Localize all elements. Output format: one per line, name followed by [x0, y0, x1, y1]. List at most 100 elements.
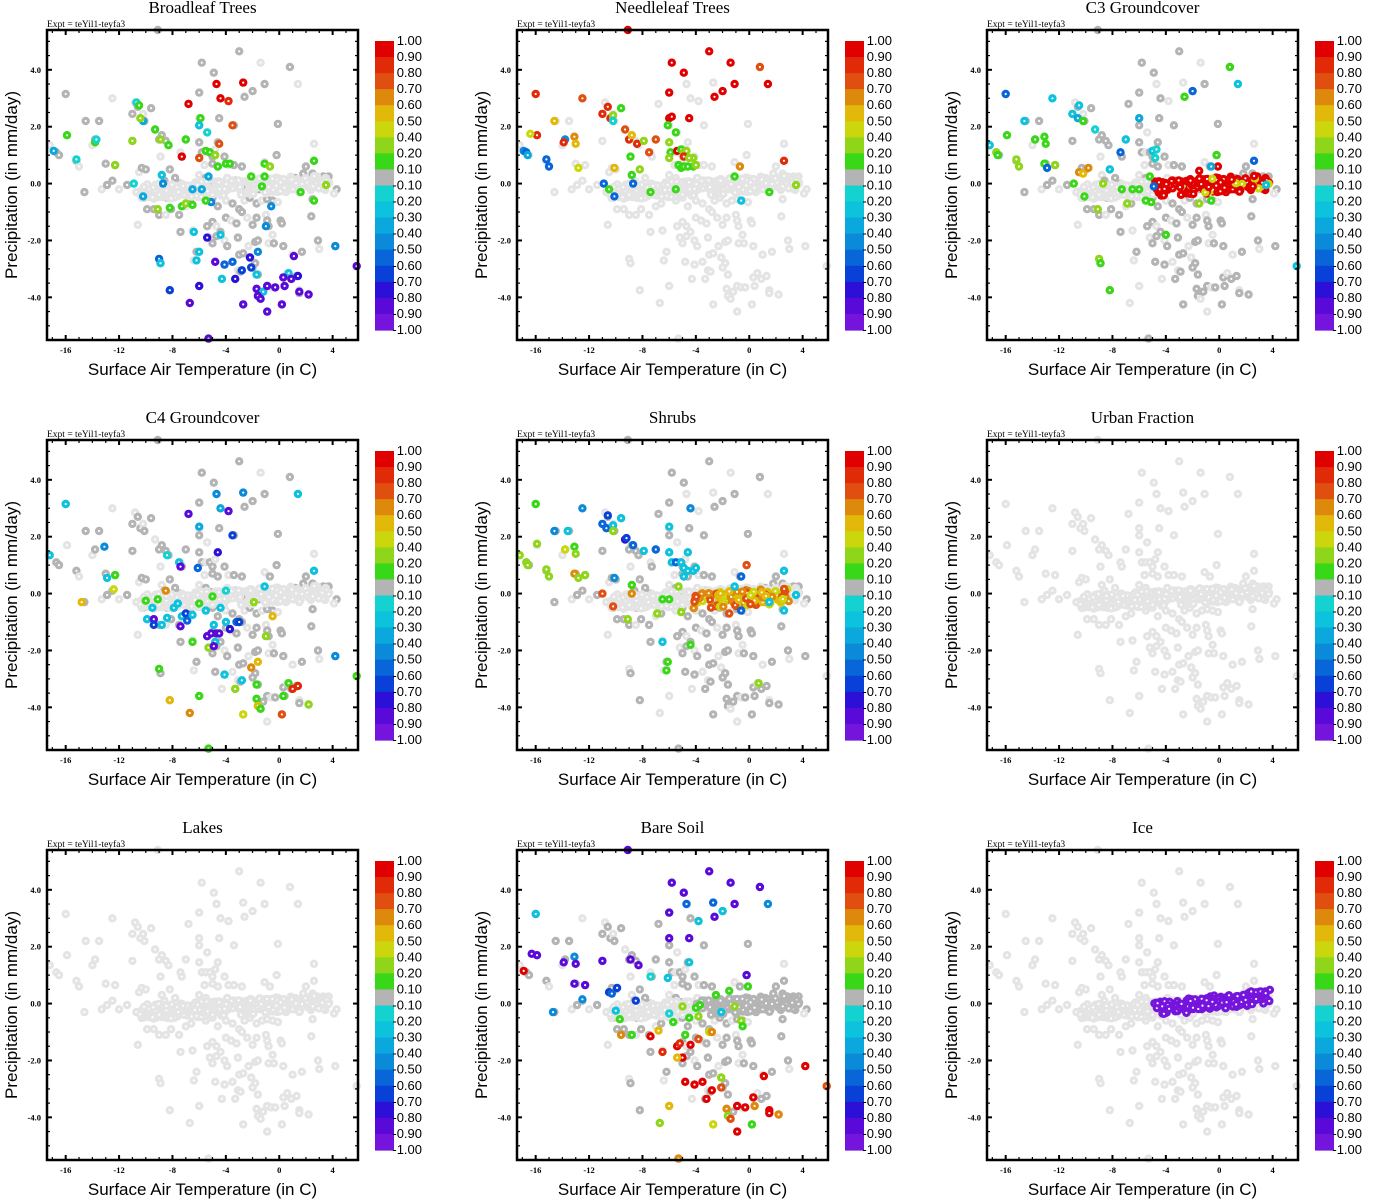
point-center — [786, 239, 790, 242]
colorbar-label: -1.00 — [392, 322, 422, 337]
point-center — [267, 652, 270, 655]
point-center — [629, 262, 632, 265]
point-center — [1098, 138, 1101, 141]
point-center — [1098, 193, 1101, 196]
point-center — [1094, 128, 1097, 131]
point-center — [1183, 95, 1186, 98]
x-tick-label: -8 — [169, 345, 176, 355]
point-center — [240, 269, 243, 272]
point-center — [240, 575, 243, 578]
point-center — [1171, 202, 1174, 205]
point-center — [196, 183, 199, 186]
point-center — [650, 155, 653, 158]
point-center — [670, 115, 673, 118]
point-center — [224, 216, 227, 219]
point-center — [204, 199, 207, 202]
point-center — [206, 541, 209, 544]
colorbar-segment — [845, 297, 864, 315]
point-center — [98, 119, 101, 123]
point-center — [208, 151, 211, 154]
point-center — [663, 188, 667, 192]
point-center — [100, 598, 103, 601]
colorbar-segment — [1315, 185, 1334, 203]
point-center — [260, 609, 263, 612]
point-center — [283, 186, 286, 189]
point-center — [159, 155, 162, 158]
point-center — [686, 165, 689, 168]
y-axis-label: Precipitation (in mm/day) — [472, 91, 491, 279]
point-center — [1138, 173, 1141, 177]
colorbar-label: 0.80 — [1337, 65, 1362, 80]
point-center — [668, 91, 671, 94]
point-center — [1098, 213, 1101, 216]
point-center — [1156, 205, 1159, 208]
point-center — [227, 574, 230, 577]
point-center — [621, 196, 624, 199]
x-tick-label: -12 — [1053, 345, 1064, 355]
point-center — [729, 61, 732, 64]
x-tick-label: -12 — [583, 345, 594, 355]
point-center — [160, 544, 163, 547]
point-center — [616, 208, 619, 211]
point-center — [1100, 134, 1103, 137]
point-center — [302, 582, 305, 585]
point-center — [316, 239, 320, 242]
point-center — [717, 245, 720, 248]
point-center — [1250, 215, 1253, 218]
point-center — [208, 561, 211, 564]
point-center — [1219, 181, 1222, 184]
x-tick-label: 4 — [801, 345, 806, 355]
point-center — [200, 188, 203, 191]
point-center — [1191, 223, 1194, 226]
point-center — [606, 105, 609, 108]
point-center — [700, 219, 703, 222]
point-center — [272, 242, 275, 245]
point-center — [159, 262, 162, 265]
point-center — [601, 112, 604, 115]
point-center — [782, 159, 786, 162]
point-center — [1222, 245, 1225, 248]
point-center — [577, 166, 580, 169]
point-center — [214, 148, 217, 151]
colorbar-label: -0.30 — [862, 210, 892, 225]
point-center — [604, 101, 607, 104]
point-center — [1138, 124, 1141, 127]
point-center — [1023, 119, 1026, 123]
point-center — [298, 290, 301, 293]
colorbar-label: -0.90 — [862, 306, 892, 321]
point-center — [268, 165, 271, 168]
point-center — [704, 277, 707, 280]
point-center — [1234, 182, 1238, 185]
point-center — [697, 100, 700, 103]
point-center — [236, 646, 239, 649]
point-center — [300, 592, 304, 596]
point-center — [142, 185, 146, 188]
point-center — [770, 250, 774, 253]
point-center — [681, 242, 684, 245]
point-center — [1215, 154, 1218, 157]
point-center — [1190, 256, 1193, 259]
point-center — [725, 216, 728, 219]
point-center — [622, 186, 625, 189]
colorbar-segment — [1315, 89, 1334, 106]
point-center — [774, 165, 778, 168]
colorbar-segment — [845, 169, 864, 187]
point-center — [195, 660, 198, 663]
colorbar-label: 0.40 — [1337, 129, 1362, 144]
point-center — [640, 183, 643, 186]
point-center — [259, 471, 262, 474]
point-center — [783, 174, 786, 178]
point-center — [247, 245, 250, 248]
point-center — [1258, 247, 1261, 251]
point-center — [1187, 245, 1190, 248]
point-center — [258, 587, 261, 590]
point-center — [654, 205, 657, 208]
point-center — [217, 181, 221, 184]
panel-title: Needleleaf Trees — [615, 0, 730, 17]
y-tick-label: 4.0 — [30, 65, 41, 75]
point-center — [251, 500, 254, 503]
point-center — [104, 162, 107, 165]
point-center — [91, 554, 94, 557]
point-center — [1090, 107, 1093, 110]
